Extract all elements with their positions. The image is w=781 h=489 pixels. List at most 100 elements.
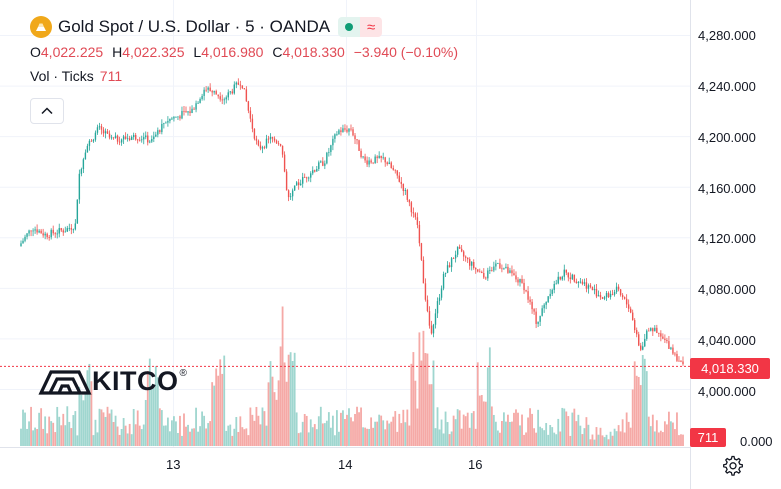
candle-body — [56, 233, 58, 235]
volume-bar — [74, 411, 77, 446]
candle-body — [487, 270, 489, 279]
volume-bar — [657, 432, 660, 446]
volume-bar — [533, 428, 536, 446]
candle-body — [388, 162, 390, 165]
volume-bar — [144, 399, 147, 446]
volume-bar — [525, 432, 527, 446]
volume-bar — [529, 408, 531, 446]
volume-bar — [661, 432, 664, 446]
volume-bar — [205, 428, 208, 446]
volume-bar — [213, 385, 216, 446]
last-price-tag[interactable]: 4,018.330 — [690, 358, 770, 379]
candle-body — [106, 131, 109, 134]
candle-body — [92, 139, 95, 142]
candle-body — [100, 126, 103, 130]
ohlc-values: O4,022.225 H4,022.325 L4,016.980 C4,018.… — [30, 44, 463, 62]
candle-body — [543, 304, 545, 309]
candle-body — [322, 161, 324, 166]
volume-bar — [655, 420, 658, 446]
candle-body — [633, 320, 636, 331]
volume-bar — [633, 361, 636, 446]
volume-bar — [199, 426, 201, 446]
volume-bar — [543, 430, 546, 446]
symbol-title[interactable]: Gold Spot / U.S. Dollar · 5 · OANDA — [58, 17, 331, 36]
candle-body — [134, 135, 137, 140]
candle-body — [517, 279, 519, 283]
candle-body — [219, 96, 221, 100]
candle-body — [613, 292, 616, 295]
candle-body — [420, 243, 423, 260]
volume-bar — [545, 423, 548, 446]
candle-body — [464, 256, 467, 258]
gear-icon[interactable] — [722, 455, 744, 477]
volume-bar — [255, 406, 258, 446]
price-tick: 4,160.000 — [698, 181, 756, 196]
volume-bar — [474, 428, 477, 446]
candle-body — [471, 262, 473, 266]
volume-bar — [303, 414, 306, 446]
candle-body — [642, 346, 644, 350]
collapse-legend-button[interactable] — [30, 98, 64, 124]
candle-body — [241, 85, 244, 89]
open-value: 4,022.225 — [40, 44, 104, 60]
candle-body — [30, 230, 32, 232]
volume-bar — [66, 406, 69, 446]
candle-body — [235, 82, 238, 85]
candle-body — [362, 156, 364, 158]
price-tick: 4,040.000 — [698, 333, 756, 348]
volume-bar — [605, 434, 608, 446]
price-tick: 4,280.000 — [698, 28, 756, 43]
candle-body — [132, 135, 135, 138]
candle-body — [356, 139, 358, 141]
candle-body — [625, 298, 628, 305]
candle-body — [110, 137, 113, 139]
status-pill[interactable]: ≈ — [338, 17, 383, 37]
candle-body — [627, 304, 630, 309]
volume-legend[interactable]: Vol · Ticks 711 — [30, 68, 463, 86]
volume-bar — [267, 382, 270, 446]
candle-body — [609, 293, 612, 298]
candle-body — [153, 136, 155, 139]
volume-bar — [130, 434, 133, 446]
volume-bar — [490, 406, 493, 446]
candle-body — [575, 281, 578, 284]
candle-body — [54, 233, 56, 235]
volume-bar — [390, 421, 393, 446]
candle-body — [223, 99, 225, 101]
open-label: O — [30, 44, 41, 60]
volume-bar — [309, 419, 312, 446]
candle-body — [46, 233, 48, 238]
volume-bar — [331, 415, 334, 446]
volume-bar — [162, 425, 165, 446]
candle-body — [475, 267, 477, 270]
volume-bar — [64, 425, 67, 446]
volume-bar — [674, 429, 676, 446]
candle-body — [24, 236, 26, 241]
volume-value: 711 — [99, 68, 123, 84]
volume-bar — [336, 410, 338, 446]
volume-bar — [118, 434, 121, 446]
candle-body — [561, 276, 563, 280]
candle-body — [392, 167, 394, 170]
volume-bar — [311, 427, 314, 446]
candle-body — [483, 273, 485, 278]
candle-body — [265, 138, 268, 148]
volume-bar — [670, 421, 672, 446]
candle-body — [193, 108, 195, 110]
volume-bar — [78, 386, 81, 446]
volume-bar — [577, 414, 580, 446]
candle-body — [640, 345, 642, 350]
candle-body — [676, 353, 678, 361]
volume-bar — [426, 353, 429, 446]
candle-body — [187, 111, 189, 113]
volume-bar — [34, 427, 36, 446]
candle-body — [66, 228, 68, 232]
volume-bar — [382, 420, 385, 446]
candle-body — [233, 84, 235, 94]
candle-body — [533, 309, 535, 312]
candle-body — [678, 360, 680, 362]
volume-bar — [428, 384, 431, 446]
candle-body — [88, 140, 91, 146]
volume-bar — [607, 439, 610, 446]
